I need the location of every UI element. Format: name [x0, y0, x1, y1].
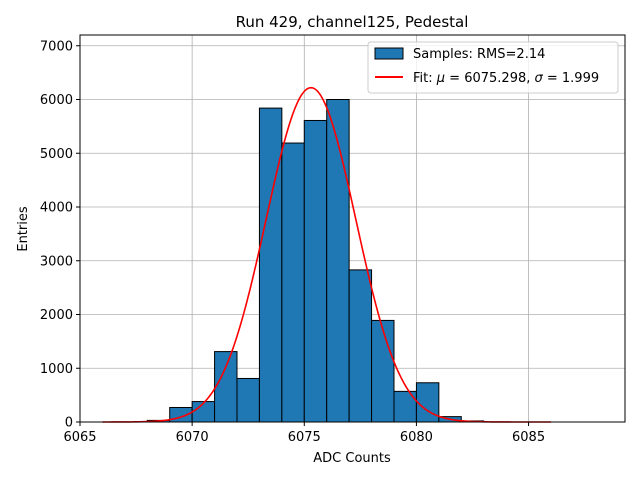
y-tick-label: 4000	[40, 201, 73, 216]
legend-samples-label: Samples: RMS=2.14	[413, 47, 545, 62]
x-tick-label: 6065	[63, 430, 96, 445]
y-axis-ticks: 0 1000 2000 3000 4000 5000 6000 7000	[40, 39, 80, 431]
legend: Samples: RMS=2.14 Fit: μ = 6075.298, σ =…	[367, 41, 619, 94]
y-tick-label: 2000	[40, 308, 73, 323]
histogram-bar	[326, 99, 350, 423]
histogram-bar	[371, 319, 395, 423]
histogram-bar	[191, 401, 216, 423]
plot-frame	[79, 34, 626, 423]
histogram-bar	[415, 382, 440, 423]
legend-samples-swatch	[374, 47, 404, 60]
legend-box	[367, 41, 619, 94]
y-tick-label: 6000	[40, 93, 73, 108]
x-tick-label: 6085	[512, 430, 545, 445]
histogram-bar	[258, 107, 283, 423]
x-tick-label: 6080	[400, 430, 433, 445]
histogram-bar	[281, 142, 305, 423]
y-tick-label: 5000	[40, 147, 73, 162]
y-tick-label: 1000	[40, 362, 73, 377]
y-tick-label: 7000	[40, 39, 73, 54]
x-tick-label: 6070	[176, 430, 209, 445]
y-tick-label: 3000	[40, 254, 73, 269]
histogram-bar	[303, 119, 328, 423]
histogram-bar	[236, 377, 260, 423]
histogram-bars	[146, 99, 485, 423]
histogram-bar	[348, 269, 373, 423]
histogram-bar	[214, 351, 238, 423]
legend-fit-label: Fit: μ = 6075.298, σ = 1.999	[413, 71, 599, 86]
x-axis-title: ADC Counts	[313, 451, 391, 466]
x-tick-label: 6075	[288, 430, 321, 445]
y-tick-label: 0	[65, 416, 73, 431]
chart-title: Run 429, channel125, Pedestal	[236, 13, 469, 31]
y-axis-title: Entries	[16, 206, 31, 252]
x-axis-ticks: 6065 6070 6075 6080 6085	[63, 422, 545, 445]
